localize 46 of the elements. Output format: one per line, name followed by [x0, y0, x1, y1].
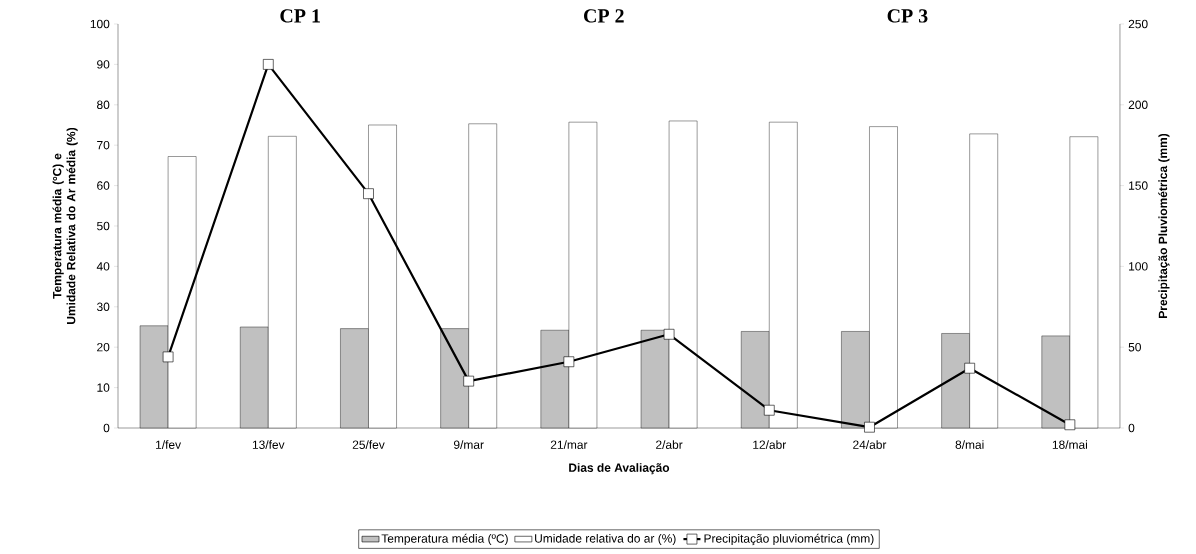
y-tick-label: 20: [97, 342, 110, 352]
point: [1064, 419, 1076, 431]
point: [663, 328, 675, 340]
x-tick-label: 21/mar: [550, 440, 588, 449]
legend-label: Temperatura média (ºC): [381, 533, 508, 546]
y-tick-label: 30: [96, 302, 110, 312]
y2-tick-label: 250: [1128, 19, 1148, 29]
y2-tick-label: 0: [1128, 423, 1135, 433]
x-tick-label: 25/fev: [352, 440, 385, 449]
legend-label: Umidade relativa do ar (%): [535, 533, 676, 545]
x-tick-label: 9/mar: [453, 440, 484, 449]
legend-label: Precipitação pluviométrica (mm): [704, 533, 874, 546]
x-tick-label: 18/mai: [1052, 440, 1087, 449]
x-tick-label: 2/abr: [656, 440, 683, 449]
x-tick-label: 1/fev: [156, 440, 182, 449]
x-tick-label: 8/mai: [955, 440, 984, 449]
y-tick-label: 0: [103, 423, 110, 433]
point: [463, 375, 474, 387]
y2-tick-label: 100: [1129, 262, 1148, 271]
x-tick-label: 12/abr: [753, 440, 787, 449]
y2-tick-label: 50: [1128, 342, 1141, 352]
y-tick-label: 100: [90, 19, 110, 29]
text: CP 1: [280, 9, 320, 23]
point: [763, 404, 775, 416]
y2-tick-label: 200: [1128, 100, 1148, 110]
x-tick-label: 13/fev: [252, 440, 285, 449]
y-tick-label: 50: [97, 221, 110, 231]
y2-tick-label: 150: [1129, 181, 1148, 190]
x-tick-label: 24/abr: [853, 440, 887, 449]
y2-axis-title: Precipitação Pluviométrica (mm): [1158, 133, 1170, 318]
y-tick-label: 80: [97, 100, 110, 110]
y-tick-label: 90: [97, 60, 110, 69]
text: CP 3: [887, 9, 928, 23]
point: [162, 351, 174, 363]
point: [263, 59, 274, 70]
text: CP 2: [584, 9, 624, 23]
y-axis-title: Temperatura média (ºC) e Umidade Relativa do Ar média (%): [52, 127, 78, 324]
point: [363, 188, 374, 199]
point: [563, 356, 575, 368]
y-tick-label: 10: [97, 383, 110, 392]
y-tick-label: 70: [97, 140, 110, 150]
point: [964, 362, 975, 374]
x-axis-title: Dias de Avaliação: [569, 463, 670, 475]
y-tick-label: 60: [97, 181, 110, 190]
y-tick-label: 40: [96, 262, 110, 271]
point: [864, 421, 875, 433]
